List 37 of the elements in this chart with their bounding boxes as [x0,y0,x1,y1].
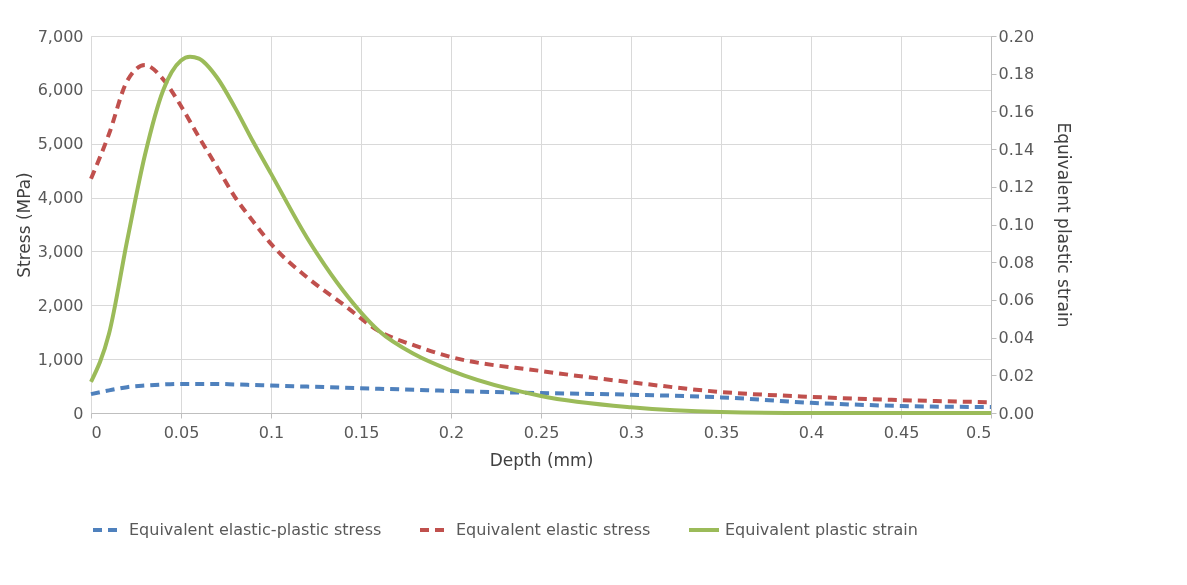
y-tick-label: 6,000 [37,80,84,100]
x-tick-label: 0.05 [163,422,200,442]
y2-tick-label: 0.02 [998,365,1035,385]
y2-tick-label: 0.08 [998,252,1035,272]
y-tick-label: 1,000 [37,349,84,369]
y-tick-label: 5,000 [37,134,84,154]
y2-tick-label: 0.04 [998,328,1035,348]
y-tick-label: 2,000 [37,295,84,315]
y2-tick-label: 0.14 [998,139,1035,159]
x-tick-label: 0.15 [343,422,380,442]
x-tick-label: 0.2 [438,422,465,442]
x-tick-label: 0.1 [258,422,285,442]
x-tick-label: 0.4 [798,422,825,442]
legend-label: Equivalent elastic-plastic stress [129,520,382,539]
y2-tick-label: 0.18 [998,64,1035,84]
line-series [89,381,993,410]
x-tick-label: 0.5 [966,422,992,442]
legend-label: Equivalent plastic strain [725,520,918,539]
y2-axis-title: Equivalent plastic strain [1054,122,1075,328]
x-tick-label: 0.25 [523,422,560,442]
y-tick-label: 0 [73,403,84,423]
x-tick-label: 0.35 [703,422,740,442]
y-tick-label: 3,000 [37,241,84,261]
legend-label: Equivalent elastic stress [456,520,651,539]
y-tick-label: 4,000 [37,188,84,208]
y2-tick-label: 0.12 [998,177,1035,197]
x-tick-label: 0.45 [883,422,920,442]
x-axis-title: Depth (mm) [489,449,594,470]
y-tick-label: 7,000 [37,26,84,46]
y2-tick-label: 0.16 [998,101,1035,121]
y2-tick-label: 0.20 [998,26,1035,46]
x-tick-label: 0.3 [618,422,645,442]
y2-tick-label: 0.00 [998,403,1035,423]
y2-tick-label: 0.10 [998,215,1035,234]
y2-tick-label: 0.06 [998,290,1035,310]
y-axis-title: Stress (MPa) [13,172,34,278]
x-tick-label: 0 [91,422,102,442]
